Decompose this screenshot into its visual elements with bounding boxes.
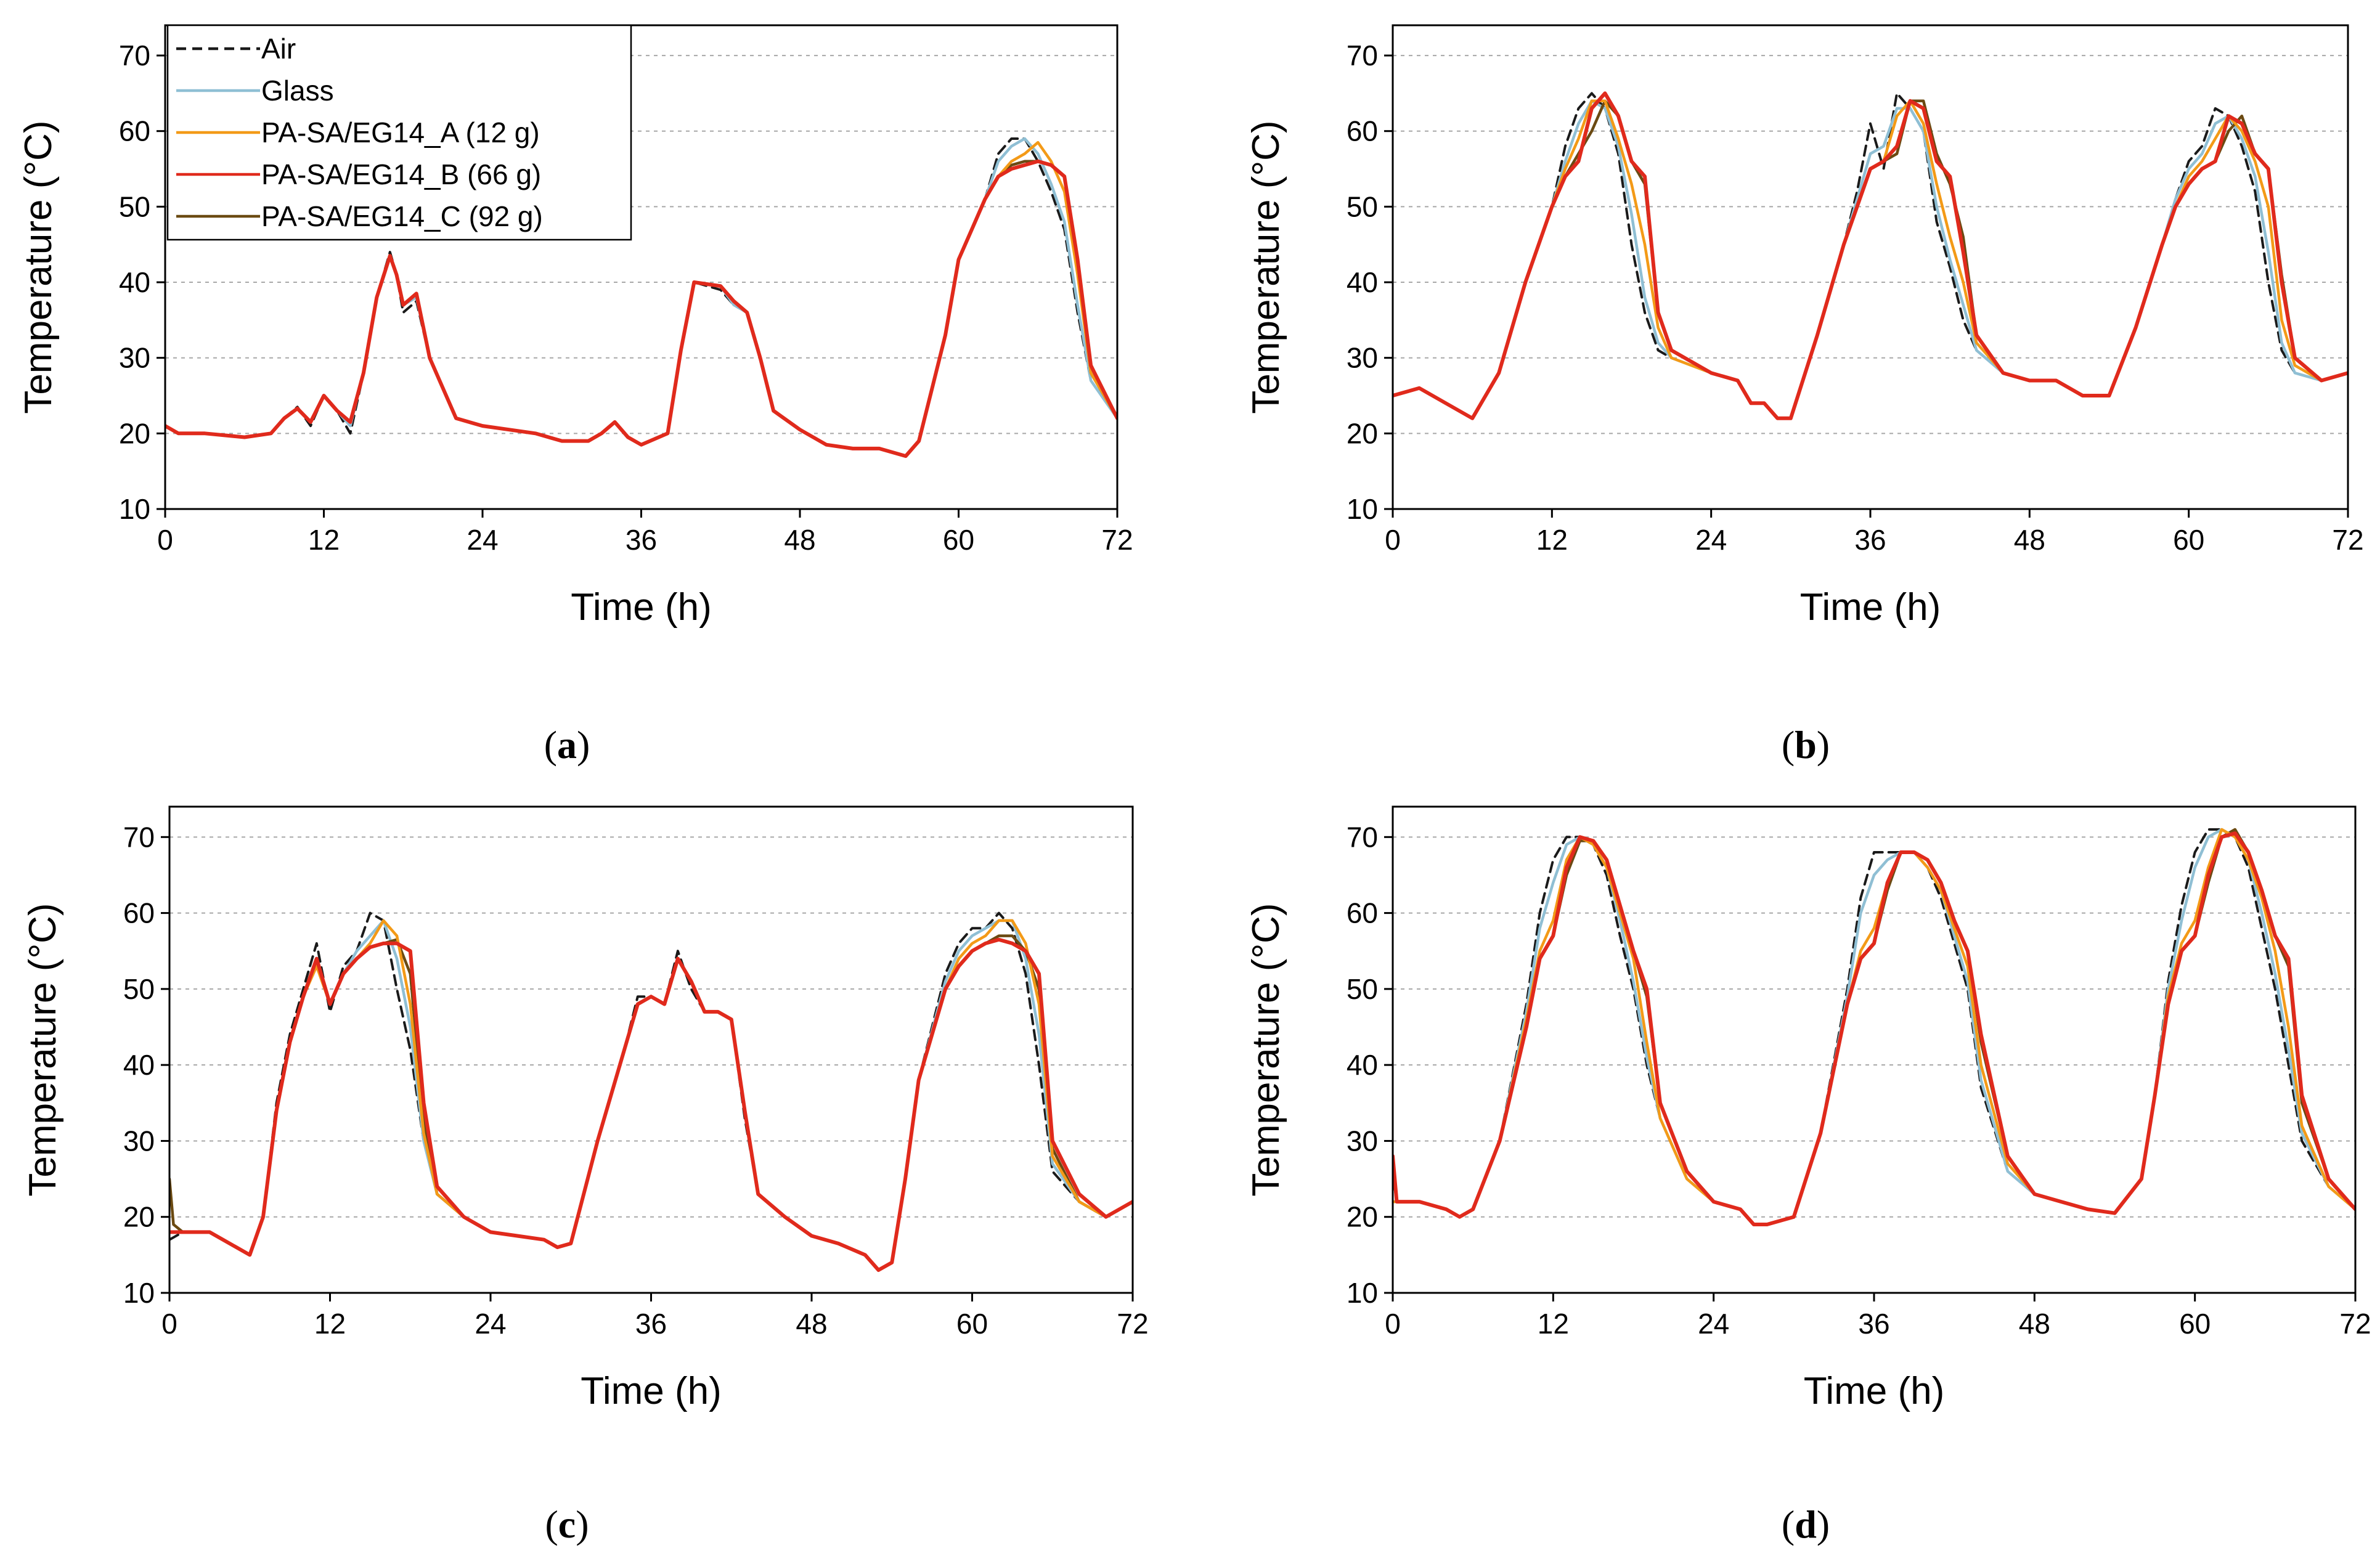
x-tick-label: 0 <box>1385 524 1401 556</box>
series-line-pa-sa-eg14-c-92-g- <box>169 934 1133 1272</box>
y-tick-label: 60 <box>1347 115 1378 147</box>
y-tick-label: 40 <box>123 1049 155 1081</box>
x-tick-label: 48 <box>2019 1308 2050 1340</box>
x-axis-title: Time (h) <box>581 1370 721 1412</box>
x-tick-label: 72 <box>2332 524 2363 556</box>
x-tick-label: 72 <box>2339 1308 2371 1340</box>
legend-entry-label: Glass <box>261 75 334 107</box>
legend-entry-label: PA-SA/EG14_B (66 g) <box>261 158 541 190</box>
y-tick-label: 10 <box>119 493 150 525</box>
y-tick-label: 60 <box>1347 897 1378 929</box>
x-tick-label: 48 <box>796 1308 827 1340</box>
x-tick-label: 36 <box>626 524 657 556</box>
series-line-pa-sa-eg14-b-66-g- <box>165 159 1117 458</box>
y-tick-label: 40 <box>119 266 150 298</box>
y-tick-label: 50 <box>1347 973 1378 1005</box>
y-tick-label: 20 <box>1347 1201 1378 1233</box>
x-tick-label: 36 <box>635 1308 667 1340</box>
y-tick-label: 70 <box>119 39 150 71</box>
y-tick-label: 50 <box>123 973 155 1005</box>
y-tick-label: 20 <box>119 417 150 449</box>
plot-frame <box>1392 805 2357 1294</box>
series-line-pa-sa-eg14-a-12-g- <box>169 919 1133 1272</box>
panel-caption: (d) <box>1782 1502 1830 1546</box>
legend: Air Glass PA-SA/EG14_A (12 g) PA-SA/EG14_B … <box>166 24 632 241</box>
x-axis-title: Time (h) <box>571 586 711 629</box>
y-tick-label: 20 <box>1347 417 1378 449</box>
x-tick-label: 48 <box>784 524 815 556</box>
y-tick-label: 50 <box>1347 190 1378 222</box>
x-tick-label: 48 <box>2014 524 2045 556</box>
x-tick-label: 60 <box>956 1308 988 1340</box>
plot-frame <box>1392 24 2349 510</box>
series-line-glass <box>1393 99 2348 420</box>
x-tick-label: 0 <box>161 1308 177 1340</box>
y-tick-label: 10 <box>1347 1277 1378 1309</box>
chart-panel-3: 0 12 24 36 48 60 72 10 20 30 40 50 60 70 Time (h) Tempe… <box>22 805 1149 1546</box>
y-axis-title: Temperature (°C) <box>17 120 60 413</box>
series-line-air <box>1393 828 2355 1226</box>
panel-caption: (b) <box>1782 723 1830 767</box>
chart-panel-1: 0 12 24 36 48 60 72 10 20 30 40 50 60 70 Time (h) Tempe… <box>17 24 1133 767</box>
y-tick-label: 70 <box>1347 821 1378 853</box>
x-tick-label: 0 <box>157 524 173 556</box>
y-tick-label: 10 <box>1347 493 1378 525</box>
y-tick-label: 60 <box>123 897 155 929</box>
y-tick-label: 10 <box>123 1277 155 1309</box>
x-axis-title: Time (h) <box>1804 1370 1944 1412</box>
series-line-pa-sa-eg14-b-66-g- <box>169 937 1133 1272</box>
series-line-pa-sa-eg14-b-66-g- <box>1393 831 2355 1226</box>
chart-panel-2: 0 12 24 36 48 60 72 10 20 30 40 50 60 70 Time (h) Tempe… <box>1245 24 2364 767</box>
y-axis-title: Temperature (°C) <box>1245 120 1287 413</box>
x-tick-label: 12 <box>308 524 340 556</box>
y-tick-label: 40 <box>1347 1049 1378 1081</box>
x-tick-label: 24 <box>1698 1308 1729 1340</box>
x-tick-label: 24 <box>475 1308 506 1340</box>
x-tick-label: 0 <box>1385 1308 1401 1340</box>
y-tick-label: 70 <box>123 821 155 853</box>
y-tick-label: 30 <box>119 342 150 374</box>
series-line-glass <box>1393 828 2355 1226</box>
series-line-pa-sa-eg14-b-66-g- <box>1393 91 2348 420</box>
y-tick-label: 50 <box>119 190 150 222</box>
panel-caption: (a) <box>544 723 590 767</box>
legend-entry-label: Air <box>261 33 296 65</box>
x-tick-label: 72 <box>1117 1308 1148 1340</box>
plot-frame <box>168 805 1134 1294</box>
y-tick-label: 70 <box>1347 39 1378 71</box>
y-tick-label: 60 <box>119 115 150 147</box>
x-tick-label: 60 <box>2179 1308 2211 1340</box>
y-tick-label: 30 <box>1347 1125 1378 1157</box>
x-tick-label: 24 <box>467 524 498 556</box>
y-tick-label: 30 <box>1347 342 1378 374</box>
x-tick-label: 60 <box>2173 524 2204 556</box>
x-axis-title: Time (h) <box>1800 586 1941 629</box>
legend-entry-label: PA-SA/EG14_A (12 g) <box>261 116 540 149</box>
y-tick-label: 40 <box>1347 266 1378 298</box>
series-line-pa-sa-eg14-c-92-g- <box>1393 828 2355 1226</box>
y-axis-title: Temperature (°C) <box>1245 903 1287 1196</box>
y-tick-label: 30 <box>123 1125 155 1157</box>
x-tick-label: 24 <box>1695 524 1727 556</box>
panel-caption: (c) <box>545 1502 589 1546</box>
x-tick-label: 12 <box>314 1308 346 1340</box>
x-tick-label: 72 <box>1101 524 1133 556</box>
chart-panel-4: 0 12 24 36 48 60 72 10 20 30 40 50 60 70 Time (h) Tempe… <box>1245 805 2371 1546</box>
legend-entry-label: PA-SA/EG14_C (92 g) <box>261 200 543 232</box>
series-line-pa-sa-eg14-a-12-g- <box>1393 828 2355 1226</box>
x-tick-label: 36 <box>1854 524 1886 556</box>
series-line-air <box>1393 92 2348 420</box>
x-tick-label: 60 <box>943 524 974 556</box>
y-axis-title: Temperature (°C) <box>22 903 64 1196</box>
x-tick-label: 12 <box>1536 524 1568 556</box>
y-tick-label: 20 <box>123 1201 155 1233</box>
x-tick-label: 12 <box>1538 1308 1569 1340</box>
x-tick-label: 36 <box>1858 1308 1889 1340</box>
